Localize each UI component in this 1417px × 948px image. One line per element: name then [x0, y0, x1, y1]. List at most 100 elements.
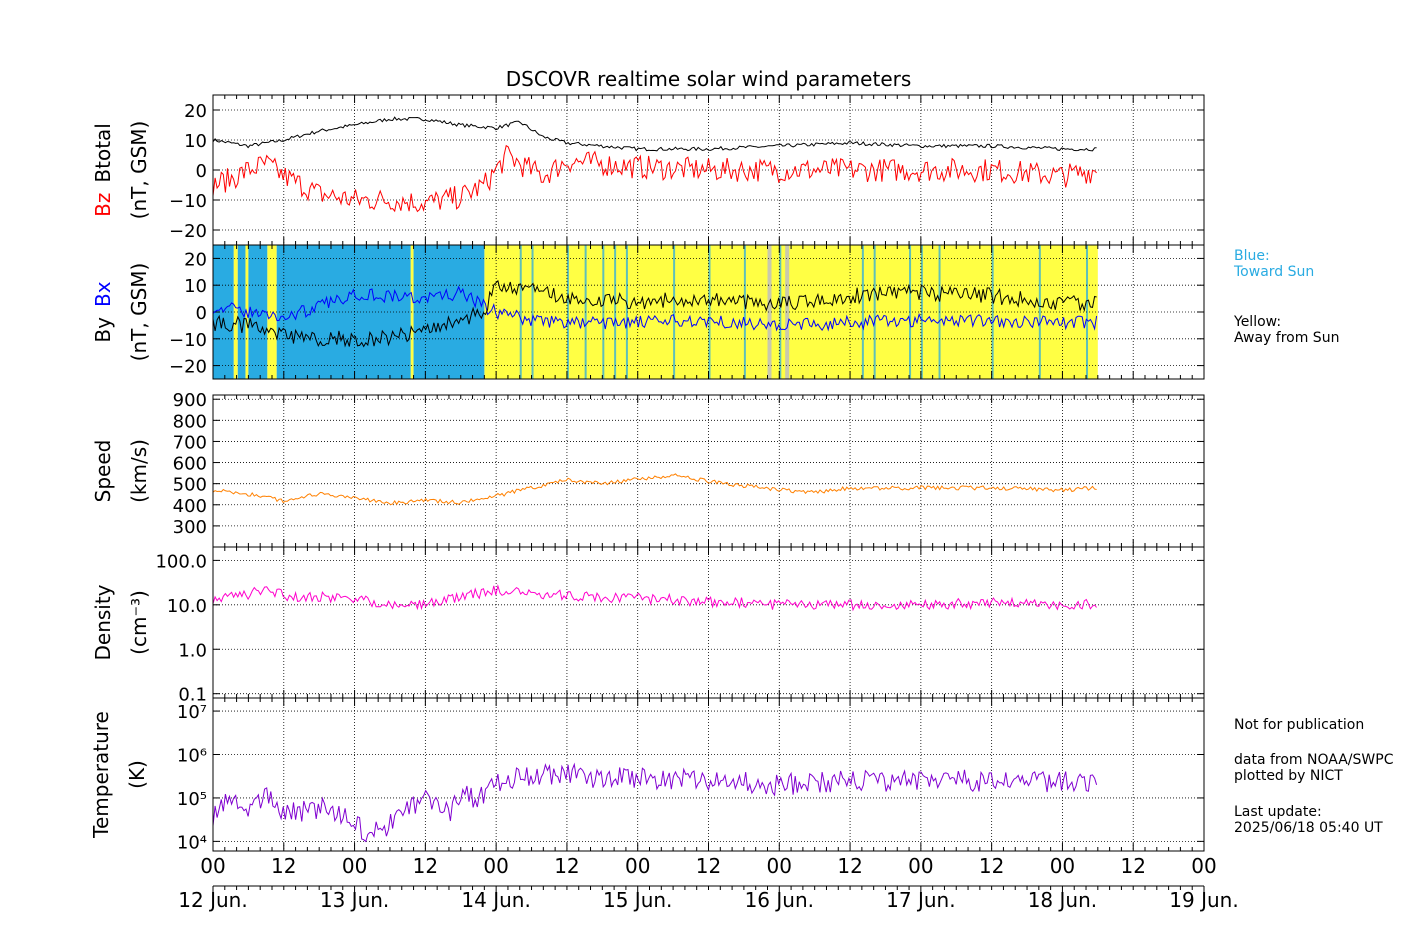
away-from-sun-band — [233, 245, 238, 379]
y-tick-label: 10⁷ — [177, 702, 207, 723]
x-hour-label: 00 — [767, 854, 792, 878]
y-axis-label: Temperature — [89, 711, 113, 839]
panel-density: 100.0 10.0 1.0 0.1 Density (cm⁻³) — [91, 546, 1205, 706]
chart-title: DSCOVR realtime solar wind parameters — [506, 67, 912, 91]
toward-sun-band — [248, 245, 268, 379]
y-axis-unit: (K) — [125, 760, 149, 789]
toward-sun-stripe — [625, 245, 628, 379]
series-btotal-line — [212, 116, 1097, 152]
y-tick-label: 700 — [173, 432, 207, 453]
y-tick-label: 0 — [196, 161, 207, 182]
x-date-label: 16 Jun. — [745, 888, 814, 912]
y-tick-label: 800 — [173, 411, 207, 432]
y-axis-label-part: Bx — [91, 281, 115, 317]
y-axis-label: Density — [91, 584, 115, 660]
toward-sun-stripe — [861, 245, 864, 379]
y-tick-label: 10⁵ — [177, 789, 207, 810]
away-from-sun-band — [267, 245, 277, 379]
y-axis-label-part: Btotal — [91, 123, 115, 192]
x-hour-label: 12 — [413, 854, 438, 878]
y-tick-label: −10 — [169, 330, 207, 351]
away-from-sun-legend: Yellow: Away from Sun — [1234, 314, 1340, 346]
x-date-label: 14 Jun. — [461, 888, 530, 912]
x-hour-label: 00 — [1050, 854, 1075, 878]
y-tick-label: 0.1 — [178, 685, 207, 706]
y-tick-label: −20 — [169, 221, 207, 242]
y-tick-label: 600 — [173, 454, 207, 475]
x-date-label: 18 Jun. — [1028, 888, 1097, 912]
toward-sun-stripe — [991, 245, 994, 379]
y-tick-label: 500 — [173, 475, 207, 496]
toward-sun-stripe — [519, 245, 522, 379]
data-gap-stripe — [785, 245, 790, 379]
y-axis-label: Speed — [91, 440, 115, 503]
y-tick-label: 20 — [184, 249, 207, 270]
toward-sun-stripe — [1038, 245, 1041, 379]
panel-temperature: 10⁷ 10⁶ 10⁵ 10⁴ Temperature (K) — [89, 697, 1205, 853]
panel-magnetic_field_btotal_bz: 20 10 0 −10 −20 Bz Btotal (nT, GSM) — [91, 94, 1205, 246]
x-date-label: 19 Jun. — [1169, 888, 1238, 912]
x-hour-label: 00 — [625, 854, 650, 878]
x-hour-label: 00 — [483, 854, 508, 878]
y-tick-label: 300 — [173, 517, 207, 538]
panel-magnetic_field_bx_by: 20 10 0 −10 −20 By Bx (nT, GSM) — [91, 244, 1205, 380]
x-hour-label: 12 — [837, 854, 862, 878]
y-tick-label: 10⁴ — [177, 832, 207, 853]
y-axis-unit: (nT, GSM) — [127, 121, 151, 220]
toward-sun-stripe — [909, 245, 912, 379]
y-axis-label-part: By — [91, 317, 115, 343]
source-note: data from NOAA/SWPC plotted by NICT — [1234, 752, 1394, 784]
y-tick-label: 10 — [184, 276, 207, 297]
y-axis-unit: (nT, GSM) — [127, 263, 151, 362]
series-speed-line — [212, 473, 1097, 506]
x-hour-label: 00 — [200, 854, 225, 878]
y-tick-label: 10.0 — [167, 596, 207, 617]
y-axis-unit: (cm⁻³) — [127, 590, 151, 655]
y-axis-unit: (km/s) — [127, 439, 151, 503]
y-tick-label: 10⁶ — [177, 746, 207, 767]
x-hour-label: 12 — [271, 854, 296, 878]
y-tick-label: −10 — [169, 191, 207, 212]
x-hour-label: 12 — [1120, 854, 1145, 878]
panel-frame — [212, 697, 1205, 852]
y-tick-label: −20 — [169, 357, 207, 378]
y-tick-label: 0 — [196, 303, 207, 324]
toward-sun-stripe — [673, 245, 676, 379]
toward-sun-stripe — [531, 245, 534, 379]
toward-sun-band — [276, 245, 411, 379]
y-tick-label: 100.0 — [155, 551, 207, 572]
y-tick-label: 400 — [173, 496, 207, 517]
y-tick-label: 900 — [173, 390, 207, 411]
series-bz-line — [212, 144, 1097, 213]
y-axis-label: By Bx — [91, 281, 115, 342]
x-hour-label: 12 — [979, 854, 1004, 878]
y-tick-label: 1.0 — [178, 640, 207, 661]
toward-sun-stripe — [873, 245, 876, 379]
series-bx-line — [212, 285, 1098, 332]
y-axis-label: Bz Btotal — [91, 123, 115, 217]
y-tick-label: 10 — [184, 131, 207, 152]
series-density-line — [212, 583, 1097, 612]
away-from-sun-band — [410, 245, 414, 379]
x-date-label: 17 Jun. — [886, 888, 955, 912]
x-hour-label: 12 — [696, 854, 721, 878]
x-hour-label: 00 — [342, 854, 367, 878]
x-date-label: 13 Jun. — [320, 888, 389, 912]
data-gap-stripe — [767, 245, 772, 379]
last-update-note: Last update: 2025/06/18 05:40 UT — [1234, 804, 1383, 836]
x-date-label: 15 Jun. — [603, 888, 672, 912]
publication-note: Not for publication — [1234, 717, 1365, 733]
x-hour-label: 12 — [554, 854, 579, 878]
toward-sun-stripe — [1086, 245, 1089, 379]
toward-sun-legend: Blue: Toward Sun — [1234, 248, 1315, 280]
series-by-line — [212, 279, 1097, 348]
x-hour-label: 00 — [908, 854, 933, 878]
series-temperature-line — [212, 762, 1098, 843]
y-axis-label-part: Bz — [91, 193, 115, 217]
toward-sun-stripe — [708, 245, 711, 379]
y-tick-label: 20 — [184, 101, 207, 122]
x-hour-label: 00 — [1191, 854, 1216, 878]
